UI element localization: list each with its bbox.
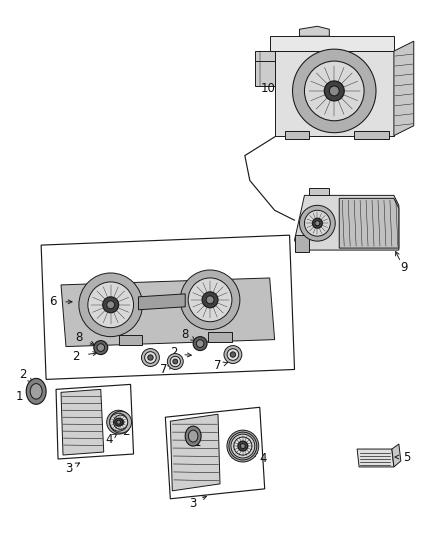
Polygon shape [255,51,275,86]
Polygon shape [275,51,394,136]
Ellipse shape [26,378,46,404]
Circle shape [145,352,156,364]
Circle shape [113,415,128,429]
Circle shape [196,340,204,348]
Text: 10: 10 [260,83,275,95]
Text: 2: 2 [122,425,129,438]
Circle shape [88,282,134,328]
Polygon shape [119,335,142,345]
Circle shape [117,419,124,425]
Circle shape [173,359,178,364]
Text: 5: 5 [403,450,410,464]
Text: 7: 7 [159,363,167,376]
Circle shape [188,278,232,322]
Circle shape [180,270,240,330]
Circle shape [231,434,255,458]
Circle shape [304,61,364,121]
Circle shape [239,442,247,450]
Polygon shape [61,278,275,346]
Ellipse shape [30,384,42,399]
Text: 4: 4 [259,453,266,465]
Circle shape [312,218,322,228]
Text: 8: 8 [75,331,83,344]
Polygon shape [300,26,329,36]
Text: 1: 1 [15,390,23,403]
Polygon shape [61,389,104,455]
Polygon shape [339,198,399,248]
Circle shape [202,292,218,308]
Circle shape [324,81,344,101]
Circle shape [107,301,115,309]
Ellipse shape [185,426,201,446]
Circle shape [94,341,108,354]
Text: 3: 3 [190,497,197,510]
Circle shape [300,205,335,241]
Polygon shape [354,131,389,139]
Circle shape [224,345,242,364]
Polygon shape [294,196,399,250]
Circle shape [234,437,252,455]
Circle shape [238,441,248,451]
Circle shape [110,413,127,431]
Text: 2: 2 [72,350,80,363]
Text: 6: 6 [49,295,57,308]
Circle shape [193,337,207,351]
Text: 4: 4 [105,433,113,446]
Circle shape [117,420,120,424]
Polygon shape [392,444,401,467]
Polygon shape [357,449,394,467]
Circle shape [107,410,131,434]
Circle shape [97,344,105,351]
Polygon shape [285,46,374,131]
Polygon shape [170,414,220,491]
Circle shape [304,211,330,236]
Circle shape [110,411,131,433]
Circle shape [227,349,239,360]
Polygon shape [208,332,232,342]
Polygon shape [270,36,394,51]
Polygon shape [285,131,309,139]
Polygon shape [138,294,185,310]
Text: 7: 7 [214,359,222,372]
Text: 8: 8 [181,328,189,341]
Circle shape [167,353,183,369]
Circle shape [230,352,236,357]
Circle shape [79,273,142,337]
Text: 3: 3 [65,463,73,475]
Polygon shape [294,235,309,252]
Circle shape [315,221,320,225]
Ellipse shape [188,430,198,442]
Text: 2: 2 [170,346,178,359]
Circle shape [227,430,259,462]
Circle shape [229,432,257,460]
Circle shape [141,349,159,367]
Text: 9: 9 [400,262,408,274]
Circle shape [170,357,180,367]
Circle shape [240,443,245,449]
Circle shape [293,49,376,133]
Text: 1: 1 [194,435,201,449]
Polygon shape [394,41,414,136]
Circle shape [115,418,123,426]
Text: 2: 2 [20,368,27,381]
Circle shape [329,86,339,96]
Circle shape [206,296,214,304]
Polygon shape [309,188,329,196]
Circle shape [103,297,119,313]
Circle shape [148,355,153,360]
